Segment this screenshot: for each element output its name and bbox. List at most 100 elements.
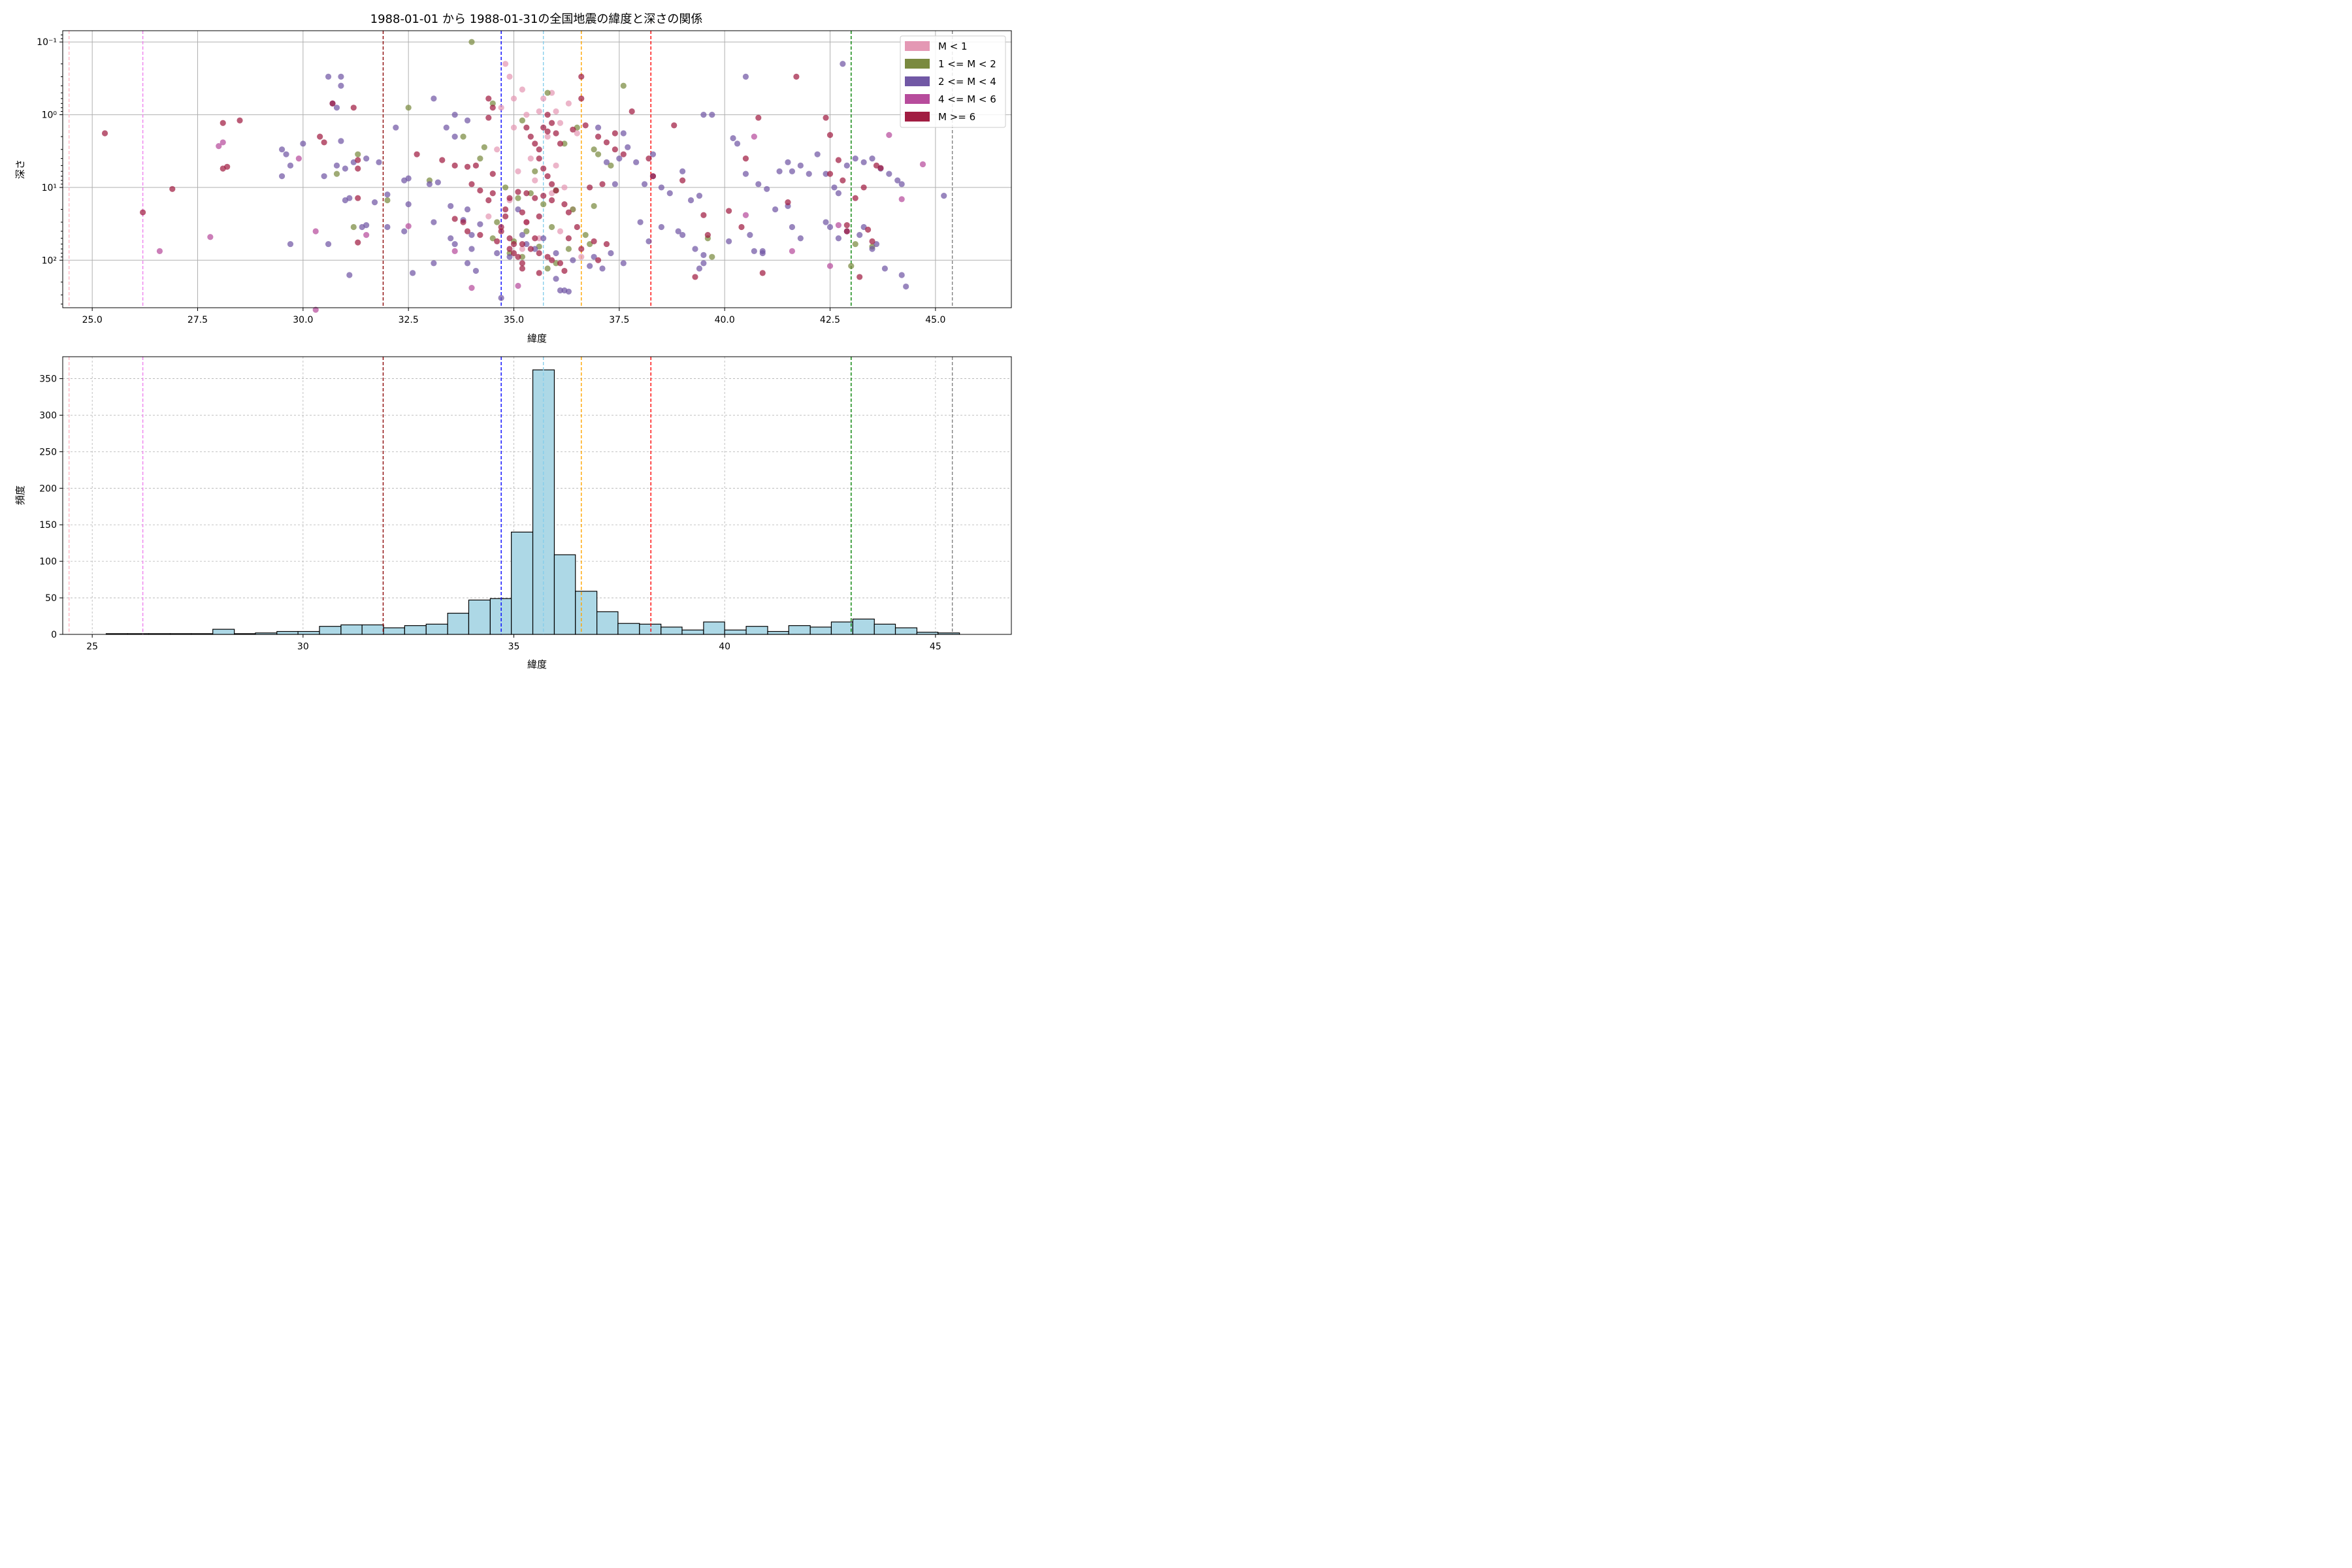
scatter-point bbox=[548, 181, 555, 188]
scatter-point bbox=[439, 157, 446, 163]
scatter-point bbox=[489, 235, 496, 242]
scatter-point bbox=[709, 111, 715, 118]
scatter-point bbox=[751, 133, 757, 140]
scatter-point bbox=[410, 270, 416, 276]
scatter-point bbox=[557, 260, 564, 267]
scatter-point bbox=[553, 260, 559, 267]
scatter-point bbox=[591, 253, 597, 260]
scatter-point bbox=[751, 248, 757, 254]
scatter-point bbox=[371, 199, 378, 206]
scatter-point bbox=[536, 213, 542, 220]
scatter-point bbox=[823, 219, 829, 225]
scatter-point bbox=[544, 90, 551, 96]
scatter-point bbox=[329, 100, 336, 106]
scatter-point bbox=[464, 228, 471, 235]
scatter-point bbox=[603, 240, 610, 248]
scatter-point bbox=[591, 238, 597, 244]
scatter-point bbox=[216, 143, 222, 150]
scatter-point bbox=[338, 138, 344, 144]
scatter-point bbox=[671, 122, 678, 129]
scatter-point bbox=[489, 171, 496, 177]
scatter-point bbox=[629, 108, 635, 115]
scatter-point bbox=[755, 114, 762, 121]
scatter-point bbox=[540, 95, 547, 102]
scatter-point bbox=[540, 235, 547, 242]
scatter-x-tick-label: 40.0 bbox=[715, 315, 735, 325]
scatter-point bbox=[869, 155, 875, 162]
scatter-point bbox=[485, 114, 492, 121]
histogram-y-ticks: 0 50 100 150 200 250 300 350 bbox=[39, 374, 63, 640]
histogram-bar bbox=[404, 625, 427, 635]
scatter-point bbox=[468, 285, 475, 291]
scatter-y-ticks: 10⁻¹ 10⁰ 10¹ 10² bbox=[37, 34, 63, 304]
scatter-y-tick-label: 10² bbox=[42, 255, 57, 266]
scatter-point bbox=[582, 122, 589, 129]
histogram-bar bbox=[276, 630, 299, 635]
scatter-point bbox=[451, 216, 458, 222]
scatter-point bbox=[574, 130, 580, 137]
scatter-point bbox=[287, 162, 294, 169]
scatter-point bbox=[527, 155, 534, 162]
scatter-point bbox=[709, 253, 715, 260]
scatter-point bbox=[700, 111, 707, 118]
scatter-y-tick-label: 10¹ bbox=[42, 183, 57, 193]
scatter-point bbox=[797, 162, 804, 169]
scatter-point bbox=[561, 140, 568, 147]
scatter-x-tick-label: 45.0 bbox=[925, 315, 945, 325]
scatter-point bbox=[523, 219, 530, 225]
scatter-point bbox=[557, 287, 564, 294]
scatter-point bbox=[742, 73, 749, 80]
scatter-point bbox=[599, 265, 606, 272]
scatter-point bbox=[346, 195, 353, 201]
scatter-point bbox=[468, 232, 475, 238]
scatter-point bbox=[797, 235, 804, 242]
histogram-bar bbox=[511, 531, 534, 635]
scatter-point bbox=[278, 173, 286, 180]
legend-label: M < 1 bbox=[938, 41, 968, 52]
histogram-bar bbox=[468, 599, 491, 635]
scatter-point bbox=[384, 223, 391, 231]
scatter-point bbox=[506, 235, 513, 242]
scatter-point bbox=[489, 100, 496, 106]
scatter-point bbox=[312, 306, 319, 313]
scatter-point bbox=[881, 265, 888, 272]
scatter-point bbox=[510, 124, 517, 131]
scatter-point bbox=[363, 232, 370, 238]
scatter-point bbox=[860, 184, 867, 191]
scatter-point bbox=[860, 159, 867, 165]
scatter-point bbox=[363, 222, 370, 229]
scatter-point bbox=[565, 288, 572, 295]
scatter-point bbox=[346, 272, 353, 278]
scatter-point bbox=[494, 238, 500, 244]
scatter-point bbox=[506, 73, 513, 80]
scatter-point bbox=[700, 252, 707, 259]
scatter-point bbox=[776, 168, 783, 174]
scatter-point bbox=[658, 184, 664, 191]
scatter-point bbox=[519, 86, 526, 93]
histogram-x-axis-label: 緯度 bbox=[527, 659, 547, 670]
scatter-point bbox=[510, 240, 517, 248]
scatter-point bbox=[785, 159, 791, 165]
scatter-point bbox=[620, 151, 627, 157]
scatter-point bbox=[515, 206, 521, 213]
scatter-point bbox=[553, 130, 559, 137]
scatter-point bbox=[544, 128, 551, 135]
histogram-bar bbox=[788, 625, 811, 635]
scatter-point bbox=[759, 248, 766, 254]
scatter-point bbox=[532, 195, 538, 201]
scatter-point bbox=[325, 240, 332, 248]
scatter-point bbox=[434, 179, 441, 186]
scatter-point bbox=[903, 283, 909, 290]
scatter-point bbox=[755, 181, 762, 188]
scatter-point bbox=[460, 219, 466, 225]
scatter-point bbox=[325, 73, 332, 80]
scatter-point bbox=[321, 173, 327, 180]
scatter-point bbox=[687, 197, 694, 204]
scatter-point bbox=[578, 253, 585, 260]
scatter-point bbox=[355, 165, 361, 172]
scatter-point bbox=[742, 212, 749, 218]
chart-title: 1988-01-01 から 1988-01-31の全国地震の緯度と深さの関係 bbox=[370, 12, 703, 26]
scatter-point bbox=[532, 140, 538, 147]
scatter-point bbox=[355, 157, 361, 163]
histogram-bar bbox=[425, 623, 448, 635]
